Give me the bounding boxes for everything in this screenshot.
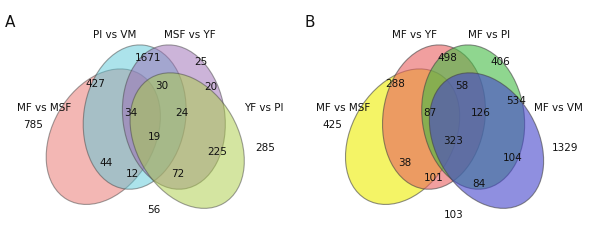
Text: 534: 534: [506, 96, 526, 106]
Ellipse shape: [83, 45, 186, 189]
Text: 19: 19: [148, 132, 161, 142]
Text: 785: 785: [23, 120, 43, 130]
Text: PI vs VM: PI vs VM: [94, 30, 137, 40]
Text: 72: 72: [171, 168, 184, 179]
Text: 103: 103: [443, 210, 463, 220]
Text: 20: 20: [204, 82, 217, 92]
Text: 126: 126: [471, 108, 491, 118]
Text: 101: 101: [424, 173, 444, 183]
Text: 406: 406: [491, 57, 511, 67]
Text: 498: 498: [437, 53, 457, 63]
Ellipse shape: [430, 73, 544, 208]
Text: 84: 84: [472, 179, 485, 189]
Text: 425: 425: [322, 120, 342, 130]
Text: 25: 25: [194, 57, 208, 67]
Text: 1329: 1329: [551, 144, 578, 153]
Ellipse shape: [346, 69, 460, 204]
Text: 24: 24: [175, 108, 188, 118]
Text: 38: 38: [398, 158, 412, 167]
Text: 225: 225: [207, 147, 227, 157]
Ellipse shape: [130, 73, 244, 208]
Text: MSF vs YF: MSF vs YF: [164, 30, 215, 40]
Text: 285: 285: [256, 144, 275, 153]
Text: B: B: [305, 15, 315, 30]
Text: 12: 12: [125, 168, 139, 179]
Text: MF vs MSF: MF vs MSF: [316, 103, 371, 113]
Text: 87: 87: [424, 108, 437, 118]
Ellipse shape: [383, 45, 485, 189]
Text: YF vs PI: YF vs PI: [244, 103, 284, 113]
Ellipse shape: [422, 45, 524, 189]
Text: 104: 104: [502, 153, 522, 163]
Text: 427: 427: [86, 79, 106, 89]
Text: 323: 323: [443, 136, 464, 146]
Text: 288: 288: [385, 79, 405, 89]
Text: 58: 58: [455, 81, 468, 91]
Text: MF vs VM: MF vs VM: [534, 103, 583, 113]
Text: 30: 30: [155, 81, 169, 91]
Text: MF vs MSF: MF vs MSF: [17, 103, 71, 113]
Text: 44: 44: [99, 158, 112, 167]
Ellipse shape: [122, 45, 226, 189]
Text: 34: 34: [124, 108, 137, 118]
Ellipse shape: [46, 69, 160, 204]
Text: MF vs PI: MF vs PI: [468, 30, 510, 40]
Text: MF vs YF: MF vs YF: [392, 30, 437, 40]
Text: 1671: 1671: [135, 53, 161, 63]
Text: 56: 56: [148, 204, 161, 215]
Text: A: A: [5, 15, 16, 30]
